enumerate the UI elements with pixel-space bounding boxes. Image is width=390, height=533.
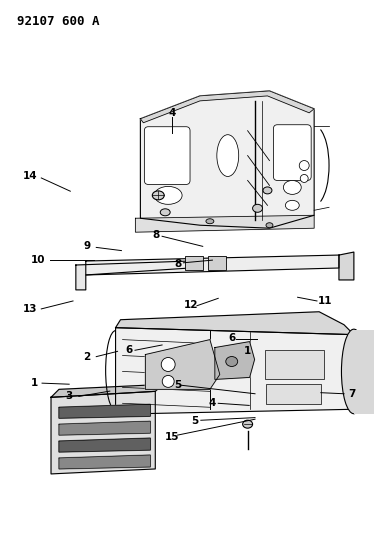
FancyBboxPatch shape — [273, 125, 311, 181]
Text: 9: 9 — [83, 241, 90, 252]
Polygon shape — [135, 215, 314, 232]
Polygon shape — [140, 91, 314, 228]
Ellipse shape — [226, 357, 238, 367]
Ellipse shape — [285, 200, 299, 211]
Text: 8: 8 — [174, 259, 181, 269]
Text: 11: 11 — [317, 296, 332, 306]
Bar — [208, 256, 226, 270]
Polygon shape — [145, 340, 220, 389]
Polygon shape — [140, 91, 314, 123]
Polygon shape — [339, 252, 354, 280]
Text: 6: 6 — [228, 333, 236, 343]
Text: 6: 6 — [126, 345, 133, 356]
Polygon shape — [59, 404, 150, 418]
Ellipse shape — [263, 187, 272, 194]
Text: 8: 8 — [152, 230, 160, 240]
Text: 4: 4 — [209, 398, 216, 408]
Text: 92107 600 A: 92107 600 A — [17, 14, 99, 28]
Polygon shape — [51, 391, 155, 474]
Circle shape — [300, 174, 308, 182]
Ellipse shape — [253, 204, 262, 212]
Text: 7: 7 — [348, 389, 356, 399]
Circle shape — [161, 358, 175, 372]
Text: 4: 4 — [168, 108, 176, 118]
Text: 14: 14 — [23, 172, 38, 181]
Ellipse shape — [217, 135, 239, 176]
Text: 15: 15 — [165, 432, 179, 442]
Polygon shape — [115, 328, 354, 414]
Text: 1: 1 — [31, 378, 38, 388]
Polygon shape — [215, 342, 255, 379]
Ellipse shape — [243, 420, 253, 428]
Text: 1: 1 — [244, 346, 251, 357]
Bar — [354, 330, 374, 414]
Text: 5: 5 — [174, 380, 181, 390]
Bar — [185, 256, 203, 270]
Text: 2: 2 — [83, 352, 90, 361]
Ellipse shape — [160, 209, 170, 216]
Polygon shape — [59, 455, 150, 469]
Polygon shape — [51, 384, 163, 397]
FancyBboxPatch shape — [144, 127, 190, 184]
Text: 3: 3 — [66, 391, 73, 401]
Ellipse shape — [154, 187, 182, 204]
Text: 13: 13 — [23, 304, 38, 314]
Circle shape — [162, 375, 174, 387]
Polygon shape — [59, 438, 150, 452]
Ellipse shape — [206, 219, 214, 224]
Text: 10: 10 — [31, 255, 45, 265]
Polygon shape — [86, 255, 339, 275]
Bar — [264, 350, 324, 379]
Ellipse shape — [284, 181, 301, 195]
Bar — [266, 384, 321, 404]
Polygon shape — [59, 421, 150, 435]
Ellipse shape — [342, 329, 366, 414]
Text: 5: 5 — [191, 416, 199, 426]
Polygon shape — [76, 261, 190, 290]
Ellipse shape — [152, 191, 164, 200]
Polygon shape — [115, 312, 354, 335]
Circle shape — [299, 160, 309, 171]
Ellipse shape — [266, 223, 273, 228]
Text: 12: 12 — [184, 300, 199, 310]
